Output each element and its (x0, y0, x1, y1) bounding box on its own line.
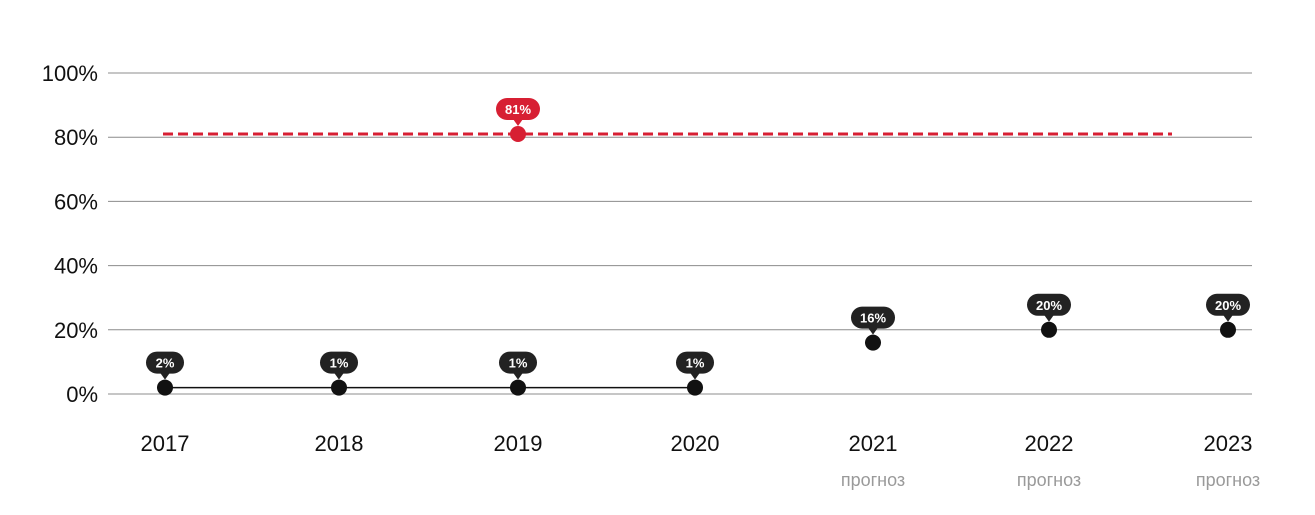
data-point (1220, 321, 1236, 338)
data-label-pointer (1044, 314, 1054, 322)
data-label-pointer (513, 372, 523, 380)
x-tick-label: 2023 (1204, 431, 1253, 456)
x-tick-label: 2018 (315, 431, 364, 456)
data-label-bubble (851, 306, 895, 329)
data-point (510, 379, 526, 396)
reference-label-bubble (496, 97, 540, 120)
data-label-text: 20% (1215, 298, 1241, 313)
x-tick-label: 2020 (671, 431, 720, 456)
x-tick-note: прогноз (1017, 470, 1081, 490)
data-label-pointer (1223, 314, 1233, 322)
data-label-pointer (160, 372, 170, 380)
data-point (865, 334, 881, 351)
x-tick-label: 2021 (849, 431, 898, 456)
data-label-text: 20% (1036, 298, 1062, 313)
data-label-bubble (1027, 293, 1071, 316)
x-tick-note: прогноз (1196, 470, 1260, 490)
x-tick-label: 2017 (141, 431, 190, 456)
y-tick-label: 60% (54, 189, 98, 214)
data-label-text: 1% (509, 356, 528, 371)
reference-point (510, 125, 526, 142)
data-label-pointer (690, 372, 700, 380)
x-tick-label: 2019 (494, 431, 543, 456)
reference-label-text: 81% (505, 102, 531, 117)
x-tick-note: прогноз (841, 470, 905, 490)
data-point (687, 379, 703, 396)
data-label-bubble (320, 351, 358, 374)
data-point (157, 379, 173, 396)
data-label-text: 2% (156, 356, 175, 371)
data-label-text: 16% (860, 311, 886, 326)
data-label-bubble (1206, 293, 1250, 316)
data-point (1041, 321, 1057, 338)
reference-label-pointer (513, 118, 523, 126)
data-label-bubble (499, 351, 537, 374)
y-tick-label: 40% (54, 254, 98, 279)
data-label-bubble (146, 351, 184, 374)
data-label-text: 1% (330, 356, 349, 371)
data-label-pointer (868, 327, 878, 335)
x-tick-label: 2022 (1025, 431, 1074, 456)
y-tick-label: 100% (42, 61, 98, 86)
data-label-bubble (676, 351, 714, 374)
data-label-text: 1% (686, 356, 705, 371)
y-tick-label: 20% (54, 318, 98, 343)
data-point (331, 379, 347, 396)
data-label-pointer (334, 372, 344, 380)
y-tick-label: 0% (66, 382, 98, 407)
y-tick-label: 80% (54, 125, 98, 150)
